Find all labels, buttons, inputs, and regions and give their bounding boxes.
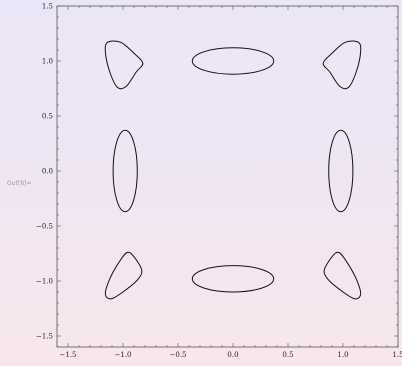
x-tick-label: −1.5 — [60, 351, 77, 359]
x-tick-label: 1.5 — [392, 351, 402, 359]
y-tick-label: 0.0 — [42, 168, 53, 176]
contour-curve-0 — [191, 47, 275, 75]
contour-curve-7 — [323, 251, 362, 300]
output-cell-label: Out[8]= — [7, 180, 32, 187]
contour-curve-4 — [104, 40, 144, 90]
x-tick-label: −1.0 — [115, 351, 132, 359]
x-tick-label: 0.5 — [282, 351, 293, 359]
x-tick-label: −0.5 — [170, 351, 187, 359]
contour-curve-5 — [322, 40, 362, 90]
y-tick-label: 1.5 — [42, 3, 53, 11]
x-tick-label: 1.0 — [337, 351, 348, 359]
y-tick-label: 1.0 — [42, 58, 53, 66]
y-tick-label: −0.5 — [36, 223, 53, 231]
contour-curve-1 — [191, 265, 275, 293]
y-tick-label: −1.5 — [36, 333, 53, 341]
contour-curve-6 — [104, 251, 143, 300]
y-tick-label: −1.0 — [36, 278, 53, 286]
contour-curve-2 — [112, 129, 138, 213]
contour-curve-3 — [328, 129, 354, 213]
x-tick-label: 0.0 — [227, 351, 238, 359]
y-tick-label: 0.5 — [42, 113, 53, 121]
plot-frame — [56, 5, 399, 348]
